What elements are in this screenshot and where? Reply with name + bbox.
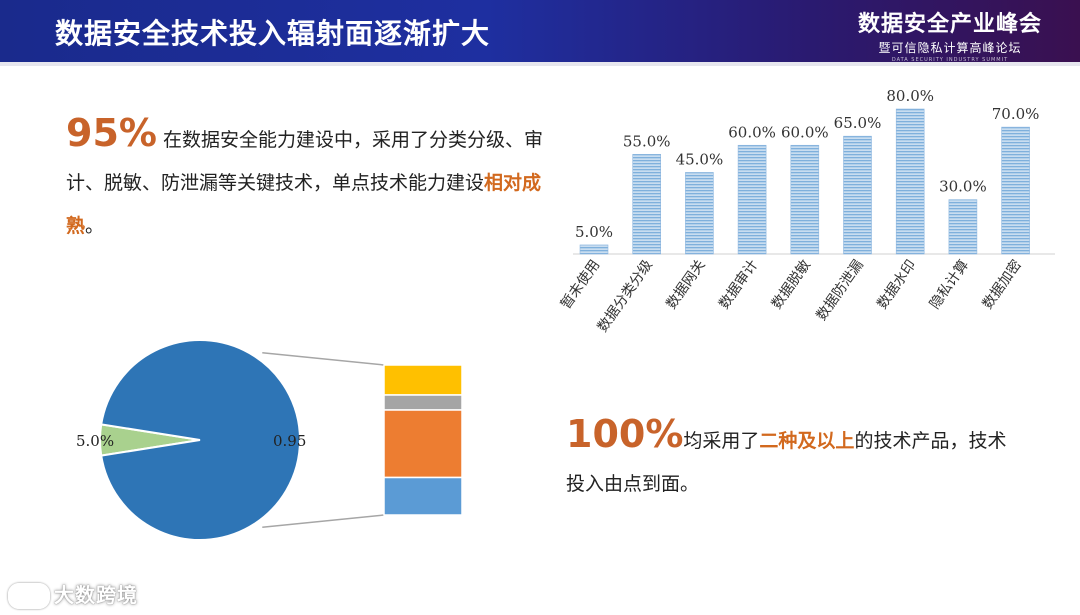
bar-4 — [790, 144, 820, 255]
brand-en: DATA SECURITY INDUSTRY SUMMIT — [891, 57, 1009, 63]
pie-label-main: 0.95 — [273, 432, 306, 450]
bar-1 — [632, 154, 661, 255]
stack-segment-1 — [383, 394, 463, 411]
x-tick-label-2: 数据网关 — [663, 257, 708, 312]
para1-text-a: 在数据安全能力建设中，采用了分类分级、审计、脱敏、防泄漏等关键技术，单点技术能力… — [66, 129, 544, 194]
watermark-logo-icon — [8, 583, 50, 609]
stat-100: 100% — [566, 412, 684, 456]
brand-sub: 暨可信隐私计算高峰论坛 — [878, 41, 1022, 55]
bar-value-label-4: 60.0% — [781, 123, 829, 141]
x-tick-label-1: 数据分类分级 — [595, 257, 656, 335]
bar-value-label-2: 45.0% — [676, 150, 724, 168]
brand-logo: 数据安全产业峰会 暨可信隐私计算高峰论坛 DATA SECURITY INDUS… — [858, 6, 1042, 63]
bar-3 — [737, 144, 767, 255]
para2-text-a: 均采用了 — [683, 430, 760, 452]
x-tick-label-0: 暂未使用 — [557, 257, 603, 313]
connector-line-bottom — [262, 514, 385, 528]
para2-highlight: 二种及以上 — [759, 430, 855, 452]
bar-6 — [895, 108, 925, 255]
header-divider — [0, 62, 1080, 66]
pie-slice-main — [100, 339, 301, 541]
paragraph-100: 100%均采用了二种及以上的技术产品，技术投入由点到面。 — [566, 413, 1016, 506]
watermark-text: 大数跨境 — [54, 582, 138, 607]
bar-7 — [948, 199, 978, 255]
bar-value-label-5: 65.0% — [834, 114, 882, 132]
x-tick-label-4: 数据脱敏 — [769, 257, 814, 312]
bar-value-label-3: 60.0% — [728, 123, 776, 141]
page-title: 数据安全技术投入辐射面逐渐扩大 — [55, 17, 491, 50]
bar-0 — [579, 244, 609, 255]
stack-segment-2 — [383, 409, 463, 479]
x-tick-label-6: 数据水印 — [874, 257, 919, 312]
para2-text-b: 的技术产品，技术投入由点到面。 — [566, 430, 1007, 495]
bar-value-label-8: 70.0% — [992, 105, 1040, 123]
bar-value-label-1: 55.0% — [623, 132, 671, 150]
stack-segment-0 — [383, 364, 463, 396]
bar-value-label-7: 30.0% — [939, 178, 987, 196]
paragraph-95: 95% 在数据安全能力建设中，采用了分类分级、审计、脱敏、防泄漏等关键技术，单点… — [66, 112, 544, 248]
bar-value-label-6: 80.0% — [886, 87, 934, 105]
header-banner: 数据安全技术投入辐射面逐渐扩大 数据安全产业峰会 暨可信隐私计算高峰论坛 DAT… — [0, 0, 1080, 63]
bar-8 — [1001, 126, 1030, 255]
x-tick-label-3: 数据审计 — [716, 257, 761, 312]
x-tick-label-5: 数据防泄漏 — [814, 257, 867, 324]
x-tick-label-7: 隐私计算 — [927, 257, 972, 312]
stat-95: 95% — [66, 111, 157, 155]
pie-of-pie-chart: 5.0% 0.95 — [76, 339, 463, 541]
bar-2 — [685, 172, 714, 255]
x-tick-label-8: 数据加密 — [979, 257, 1025, 313]
para1-text-b: 。 — [85, 215, 105, 237]
para1-highlight: 相对成熟 — [66, 172, 542, 237]
bar-value-label-0: 5.0% — [575, 223, 613, 241]
watermark: 大数跨境 — [8, 579, 138, 609]
connector-line-top — [262, 352, 385, 366]
bar-5 — [843, 135, 872, 255]
stack-segment-3 — [383, 476, 463, 516]
brand-main: 数据安全产业峰会 — [857, 12, 1042, 37]
pie-label-small: 5.0% — [76, 432, 114, 450]
tech-usage-bar-chart: 5.0% 暂未使用 55.0% 数据分类分级 45.0% 数据网关 60.0% 数据审计 60.… — [557, 87, 1055, 335]
